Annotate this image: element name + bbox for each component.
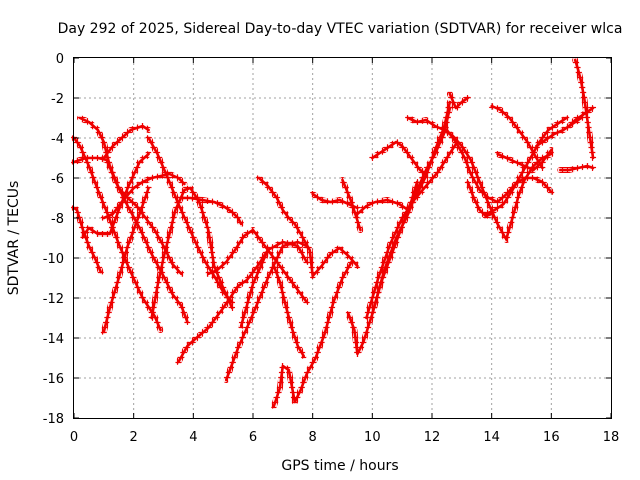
series-markers-trace-18: [270, 263, 307, 359]
series-markers-trace-31: [488, 103, 546, 171]
y-tick-label: 0: [56, 52, 64, 67]
series-markers-trace-20: [339, 177, 364, 233]
series-markers-trace-16: [256, 175, 361, 279]
series-markers-trace-2: [71, 155, 191, 325]
series-markers-trace-13: [205, 227, 310, 305]
series-markers-trace-24: [369, 105, 453, 317]
x-tick-label: 2: [130, 430, 138, 445]
y-tick-label: -12: [43, 292, 64, 307]
y-tick-label: -6: [51, 172, 64, 187]
series-layer: [71, 57, 597, 409]
y-tick-label: -2: [51, 92, 64, 107]
x-axis-label: GPS time / hours: [281, 458, 398, 474]
series-markers-trace-14: [223, 239, 310, 383]
series-markers-trace-35: [557, 163, 597, 173]
plot-frame: [73, 57, 612, 419]
x-tick-label: 18: [603, 430, 620, 445]
y-axis-label: SDTVAR / TECUs: [6, 181, 22, 296]
x-tick-label: 8: [309, 430, 317, 445]
series-markers-trace-37: [566, 105, 597, 129]
series-markers-trace-6: [80, 151, 152, 239]
series-markers-trace-25: [369, 139, 429, 177]
series-markers-trace-17: [270, 259, 355, 409]
series-markers-trace-1: [71, 205, 104, 275]
x-axis-ticks: 0 2 4 6 8 10 12 14 16 18: [70, 58, 619, 445]
series-markers-trace-15: [238, 239, 310, 329]
y-tick-label: -4: [51, 132, 64, 147]
series-markers-trace-8: [100, 123, 152, 161]
series-markers-trace-36: [572, 57, 597, 161]
y-tick-label: -14: [43, 332, 64, 347]
series-markers-trace-27: [446, 91, 471, 111]
series-markers-trace-33: [503, 151, 555, 241]
y-tick-label: -18: [43, 412, 64, 427]
series-markers-trace-7: [100, 185, 152, 335]
x-tick-label: 14: [483, 430, 500, 445]
x-tick-label: 12: [424, 430, 441, 445]
x-tick-label: 10: [364, 430, 381, 445]
x-tick-label: 6: [249, 430, 257, 445]
series-markers-trace-28: [443, 127, 555, 205]
y-tick-label: -16: [43, 372, 64, 387]
x-tick-label: 16: [543, 430, 560, 445]
series-trace-14: [224, 240, 309, 382]
series-markers-trace-12: [178, 195, 245, 227]
x-tick-label: 0: [70, 430, 78, 445]
y-axis-ticks: 0 -2 -4 -6 -8 -10 -12 -14 -16 -18: [43, 52, 611, 427]
chart-title: Day 292 of 2025, Sidereal Day-to-day VTE…: [58, 21, 623, 37]
x-tick-label: 4: [189, 430, 197, 445]
y-tick-label: -8: [51, 212, 64, 227]
grid: [74, 58, 611, 418]
series-markers-trace-11: [175, 247, 271, 365]
y-tick-label: -10: [43, 252, 64, 267]
